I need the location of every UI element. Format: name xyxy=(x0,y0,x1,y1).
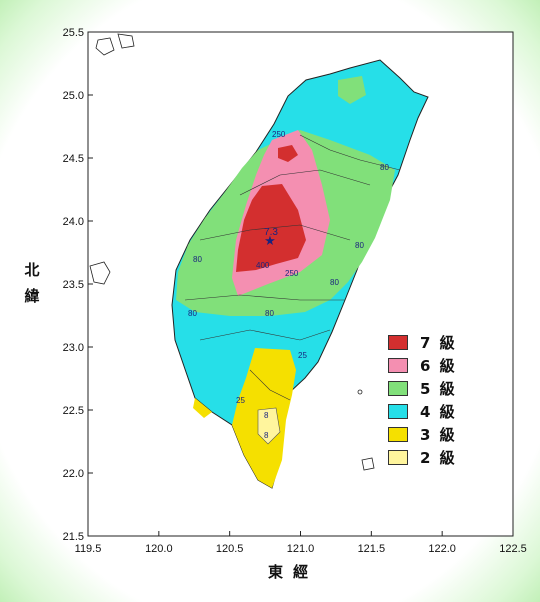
contour-label: 25 xyxy=(236,396,245,405)
y-tick-label: 22.0 xyxy=(63,468,84,480)
legend-label: 6 級 xyxy=(420,356,457,375)
contour-label: 80 xyxy=(355,241,364,250)
contour-labels: 250 400 250 80 80 80 80 80 80 25 25 8 8 xyxy=(188,130,389,440)
y-tick-label: 24.5 xyxy=(63,153,84,165)
legend-label: 5 級 xyxy=(420,379,457,398)
y-axis-ticks: 25.5 25.0 24.5 24.0 23.5 23.0 22.5 22.0 21.5 xyxy=(63,27,93,543)
legend-swatch xyxy=(388,426,408,442)
islands-northwest xyxy=(95,33,135,56)
island-green xyxy=(357,389,363,395)
y-tick-label: 24.0 xyxy=(63,216,84,228)
contour-label: 80 xyxy=(188,309,197,318)
legend-swatch xyxy=(388,449,408,465)
zone-intensity-5-islet xyxy=(338,76,366,104)
legend-item: 4 級 xyxy=(388,401,457,421)
contour-label: 80 xyxy=(380,163,389,172)
contour-label: 400 xyxy=(256,261,270,270)
y-axis-title: 北緯 xyxy=(24,261,40,305)
legend-label: 2 級 xyxy=(420,448,457,467)
contour-label: 25 xyxy=(298,351,307,360)
county-boundaries xyxy=(184,134,401,401)
x-axis-title: 東經 xyxy=(268,563,319,581)
contour-label: 250 xyxy=(272,130,286,139)
zone-intensity-3-west xyxy=(193,398,212,418)
x-tick-label: 122.0 xyxy=(428,543,456,555)
epicenter-star-icon: ★ xyxy=(264,234,276,249)
legend-item: 6 級 xyxy=(388,355,457,375)
legend-label: 7 級 xyxy=(420,333,457,352)
y-tick-label: 21.5 xyxy=(63,531,84,543)
y-tick-label: 22.5 xyxy=(63,405,84,417)
y-tick-label: 23.0 xyxy=(63,342,84,354)
x-tick-label: 120.0 xyxy=(145,543,173,555)
x-tick-label: 120.5 xyxy=(216,543,244,555)
zone-intensity-7-north xyxy=(278,145,298,162)
contour-label: 80 xyxy=(265,309,274,318)
x-tick-label: 122.5 xyxy=(499,543,527,555)
contour-label: 8 xyxy=(264,411,269,420)
x-tick-label: 121.5 xyxy=(358,543,386,555)
legend-swatch xyxy=(388,380,408,396)
legend-swatch xyxy=(388,403,408,419)
y-tick-label: 23.5 xyxy=(63,279,84,291)
legend-label: 3 級 xyxy=(420,425,457,444)
contour-label: 250 xyxy=(285,269,299,278)
x-tick-label: 121.0 xyxy=(287,543,315,555)
legend-item: 5 級 xyxy=(388,378,457,398)
legend-label: 4 級 xyxy=(420,402,457,421)
zone-intensity-2 xyxy=(257,407,281,445)
contour-label: 80 xyxy=(330,278,339,287)
y-tick-label: 25.0 xyxy=(63,90,84,102)
y-tick-label: 25.5 xyxy=(63,27,84,39)
epicenter-label: 7.3 xyxy=(264,227,278,238)
legend-item: 7 級 xyxy=(388,332,457,352)
legend-item: 3 級 xyxy=(388,424,457,444)
x-axis-ticks: 119.5 120.0 120.5 121.0 121.5 122.0 122.5 xyxy=(75,531,527,555)
contour-label: 80 xyxy=(193,255,202,264)
legend-item: 2 級 xyxy=(388,447,457,467)
contour-label: 8 xyxy=(264,431,269,440)
island-orchid xyxy=(361,457,375,471)
legend-swatch xyxy=(388,334,408,350)
legend-swatch xyxy=(388,357,408,373)
x-tick-label: 119.5 xyxy=(75,543,102,555)
islands-penghu xyxy=(89,261,111,285)
